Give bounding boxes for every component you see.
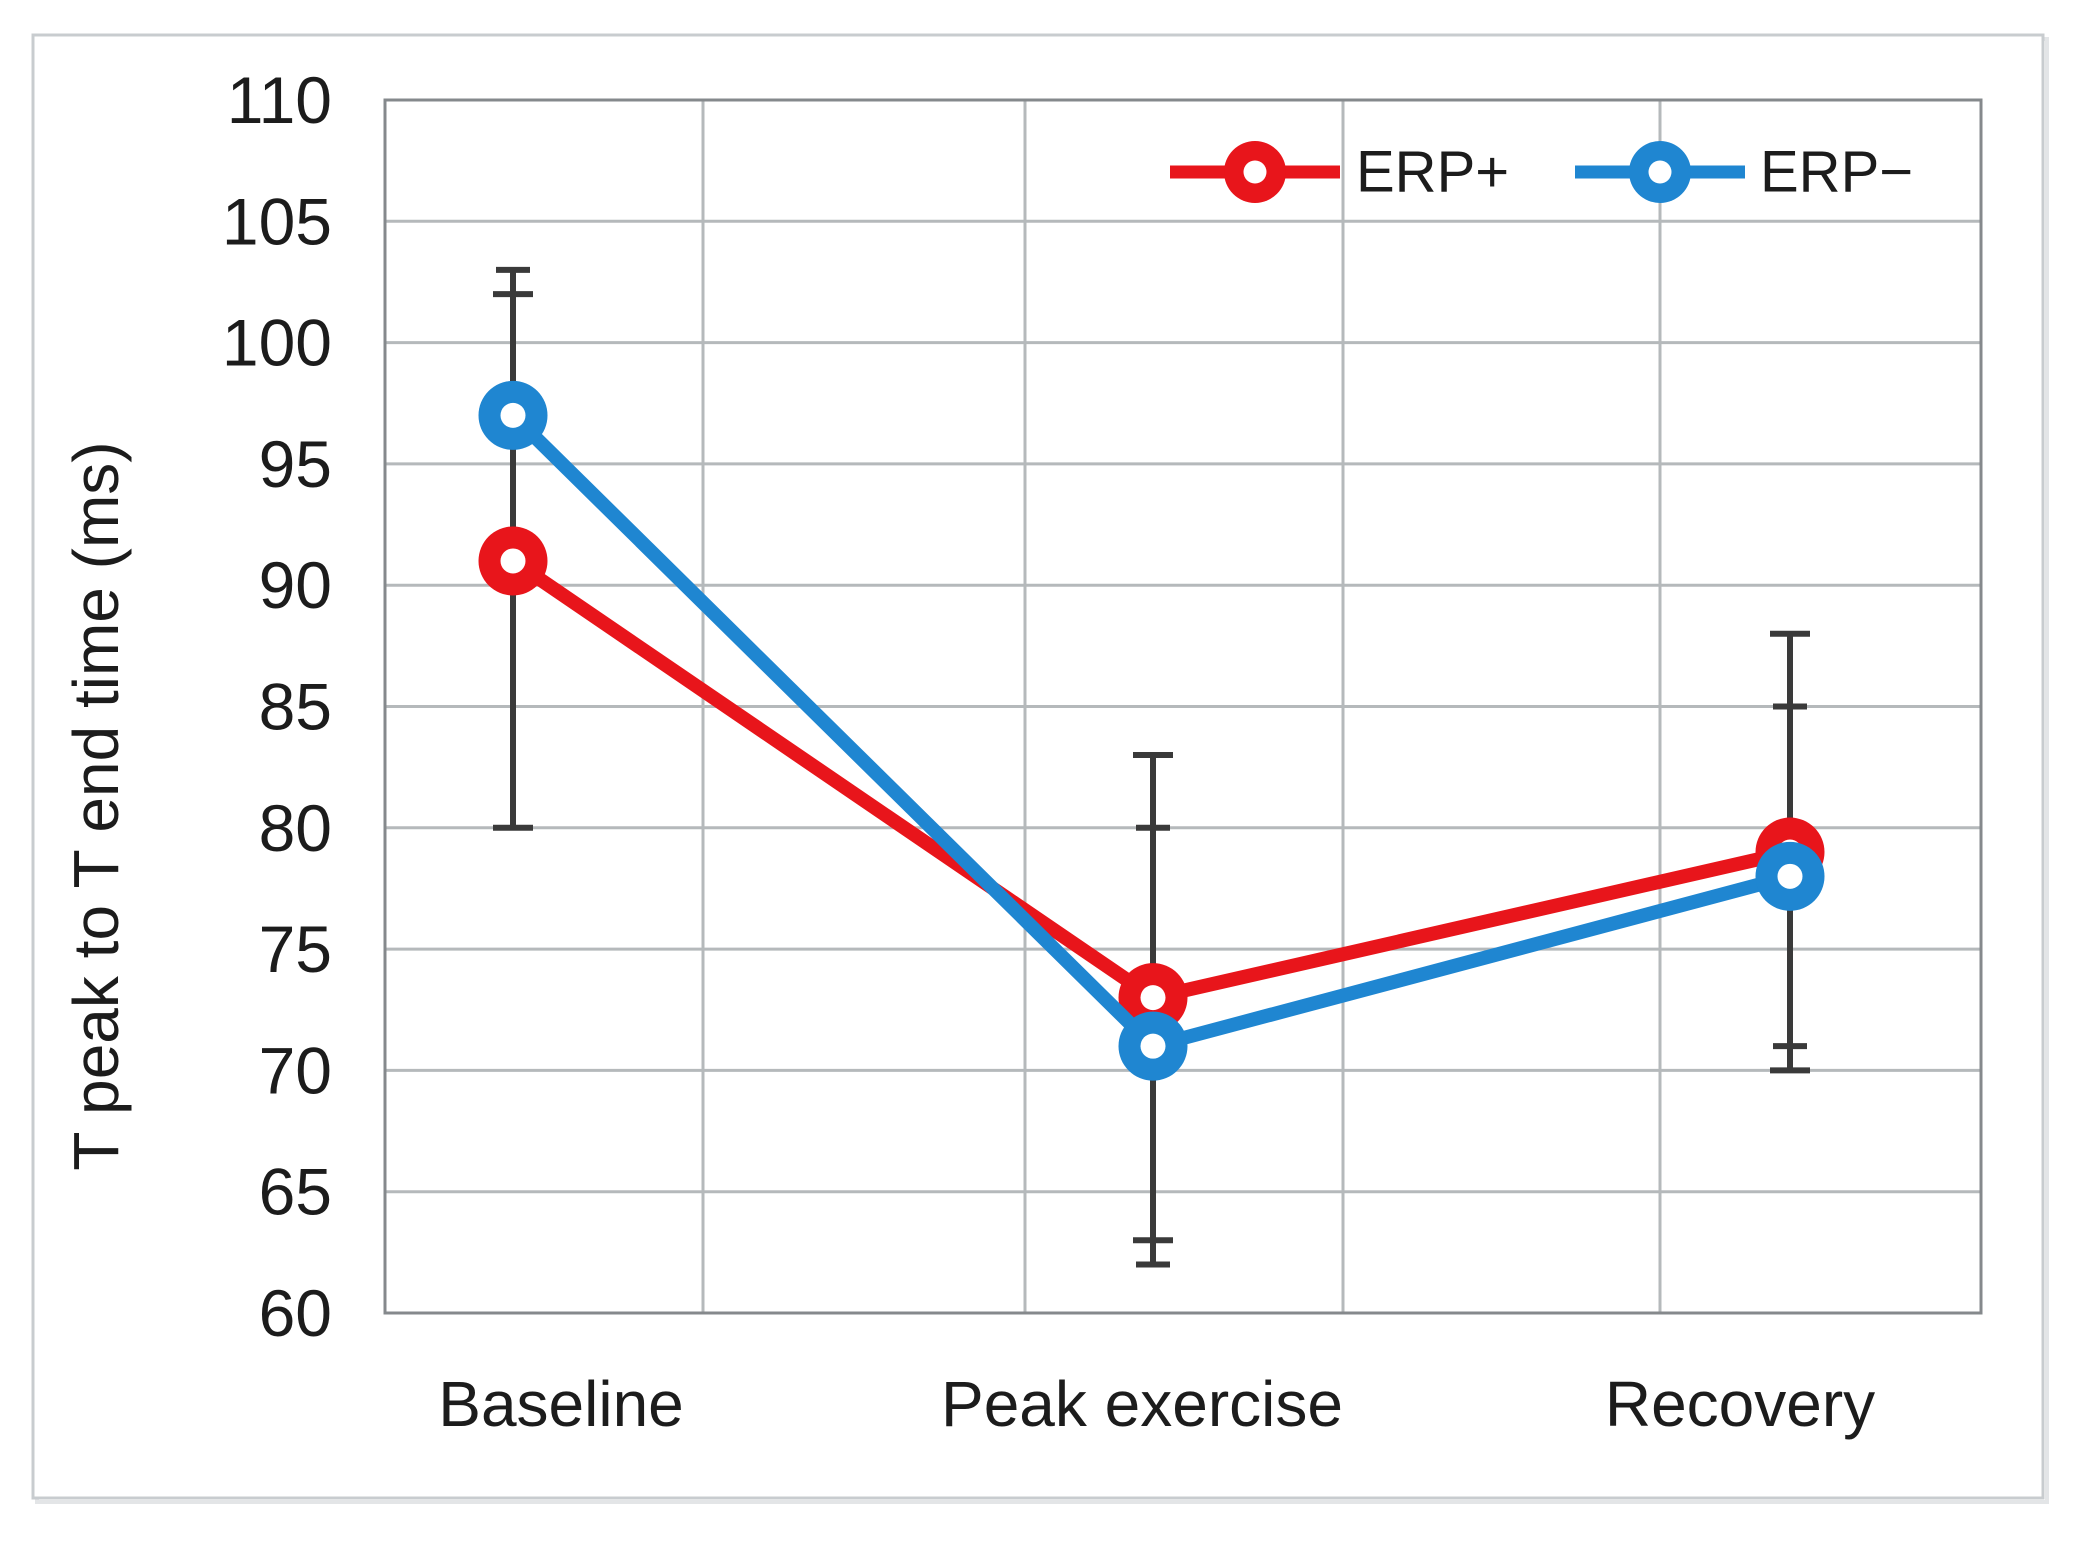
data-marker-hole (1140, 1033, 1166, 1059)
legend-item-erp-minus: ERP− (1575, 140, 1913, 205)
y-tick-label: 90 (259, 548, 332, 622)
x-category-label: Baseline (438, 1368, 684, 1440)
series-erp-plus (478, 526, 1825, 1033)
y-tick-label: 65 (259, 1155, 332, 1229)
y-tick-label: 80 (259, 791, 332, 865)
x-category-label: Recovery (1605, 1368, 1875, 1440)
y-tick-label: 85 (259, 670, 332, 744)
data-marker-hole (1140, 985, 1166, 1011)
data-marker-hole (500, 402, 526, 428)
series-erp-minus (478, 380, 1825, 1081)
y-axis-title: T peak to T end time (ms) (60, 441, 132, 1170)
data-marker-hole (1777, 863, 1803, 889)
legend-marker-hole (1648, 160, 1672, 184)
x-category-label: Peak exercise (941, 1368, 1343, 1440)
y-tick-label: 105 (222, 184, 332, 258)
plot-gridlines (385, 100, 1981, 1313)
data-marker-hole (500, 548, 526, 574)
plot-area-border (383, 98, 1983, 1315)
y-tick-label: 95 (259, 427, 332, 501)
legend-marker-hole (1243, 160, 1267, 184)
y-tick-label: 75 (259, 912, 332, 986)
legend-label: ERP− (1760, 140, 1913, 205)
axis-labels: 110 105 100 95 90 85 80 75 70 65 60 Baseline Peak ex… (60, 63, 1875, 1440)
legend-label: ERP+ (1356, 140, 1509, 205)
frame-border (31, 33, 2045, 1500)
y-tick-label: 60 (259, 1276, 332, 1350)
y-tick-label: 70 (259, 1033, 332, 1107)
plot-border (383, 98, 1983, 1315)
y-tick-label: 100 (222, 306, 332, 380)
figure-frame (31, 33, 2049, 1504)
legend-item-erp-plus: ERP+ (1170, 140, 1509, 205)
data-series (478, 380, 1825, 1081)
y-tick-label: 110 (227, 63, 332, 137)
legend: ERP+ ERP− (1170, 140, 1913, 205)
